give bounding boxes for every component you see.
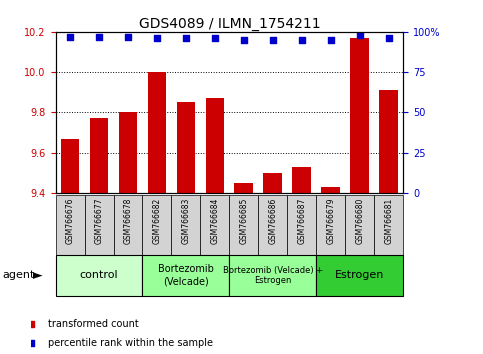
Point — [153, 35, 161, 41]
Bar — [374, 195, 403, 255]
Text: Bortezomib
(Velcade): Bortezomib (Velcade) — [158, 264, 214, 286]
Bar — [287, 195, 316, 255]
Text: GSM766685: GSM766685 — [240, 198, 248, 244]
Bar — [56, 255, 142, 296]
Point — [95, 34, 103, 40]
Bar — [351, 38, 369, 193]
Bar — [56, 195, 85, 255]
Text: GSM766683: GSM766683 — [182, 198, 190, 244]
Text: GSM766687: GSM766687 — [298, 198, 306, 244]
Bar — [264, 173, 282, 193]
Bar — [171, 195, 200, 255]
Bar — [316, 195, 345, 255]
Bar — [235, 183, 254, 193]
Bar — [258, 195, 287, 255]
Bar — [293, 167, 312, 193]
Text: GSM766681: GSM766681 — [384, 198, 393, 244]
Title: GDS4089 / ILMN_1754211: GDS4089 / ILMN_1754211 — [139, 17, 320, 31]
Bar — [316, 255, 403, 296]
Point — [269, 37, 277, 43]
Bar — [322, 187, 341, 193]
Point — [182, 35, 190, 41]
Text: percentile rank within the sample: percentile rank within the sample — [48, 338, 213, 348]
Bar — [177, 102, 195, 193]
Bar — [345, 195, 374, 255]
Text: GSM766676: GSM766676 — [66, 198, 74, 244]
Bar — [142, 255, 229, 296]
Bar — [229, 195, 258, 255]
Bar — [61, 138, 79, 193]
Text: GSM766684: GSM766684 — [211, 198, 219, 244]
Point — [356, 32, 364, 38]
Bar — [200, 195, 229, 255]
Point — [124, 34, 132, 40]
Text: Bortezomib (Velcade) +
Estrogen: Bortezomib (Velcade) + Estrogen — [223, 266, 323, 285]
Point — [240, 37, 248, 43]
Bar — [85, 195, 114, 255]
Text: GSM766677: GSM766677 — [95, 198, 103, 244]
Bar — [229, 255, 316, 296]
Text: GSM766679: GSM766679 — [327, 198, 335, 244]
Text: control: control — [80, 270, 118, 280]
Point — [385, 35, 393, 41]
Text: ►: ► — [33, 269, 43, 282]
Point — [211, 35, 219, 41]
Point — [233, 266, 241, 271]
Text: GSM766682: GSM766682 — [153, 198, 161, 244]
Text: transformed count: transformed count — [48, 319, 139, 329]
Text: Estrogen: Estrogen — [335, 270, 384, 280]
Bar — [380, 90, 398, 193]
Point — [66, 34, 74, 40]
Bar — [114, 195, 142, 255]
Bar — [148, 72, 166, 193]
Bar — [119, 112, 138, 193]
Point — [298, 37, 306, 43]
Text: GSM766680: GSM766680 — [355, 198, 364, 244]
Text: agent: agent — [2, 270, 35, 280]
Text: GSM766686: GSM766686 — [269, 198, 277, 244]
Bar — [206, 98, 225, 193]
Point — [233, 88, 241, 94]
Text: GSM766678: GSM766678 — [124, 198, 132, 244]
Bar — [142, 195, 171, 255]
Bar — [90, 119, 108, 193]
Point — [327, 37, 335, 43]
